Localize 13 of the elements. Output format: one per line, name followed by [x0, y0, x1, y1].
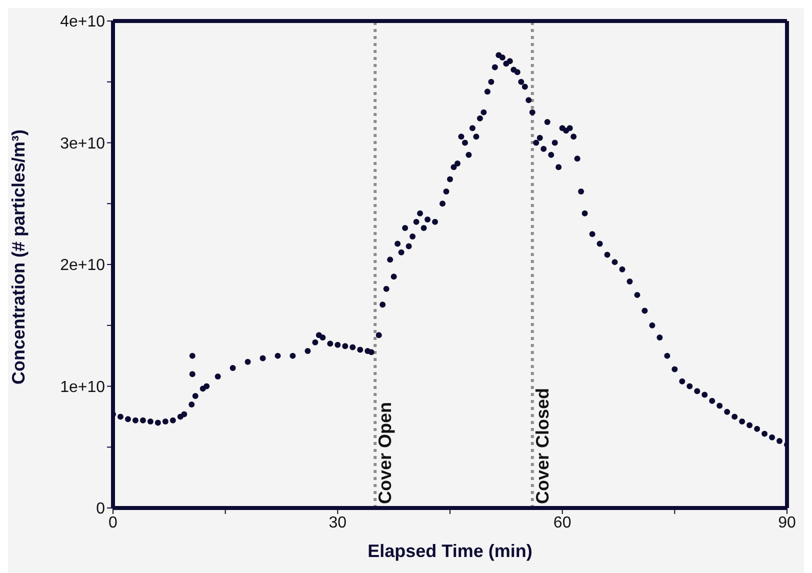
y-tick-label: 4e+10 [60, 14, 106, 31]
y-tick-label: 3e+10 [60, 135, 106, 152]
y-tick-label: 2e+10 [60, 257, 106, 274]
y-tick-label: 0 [96, 500, 106, 518]
ref-line-label: Cover Open [375, 402, 396, 504]
ref-line-label: Cover Closed [532, 388, 552, 504]
y-axis-title: Concentration (# particles/m³) [8, 129, 28, 384]
x-tick-label: 0 [108, 514, 118, 532]
x-tick-label: 90 [778, 514, 796, 532]
x-axis-title: Elapsed Time (min) [368, 541, 532, 561]
y-tick-label: 1e+10 [60, 378, 106, 396]
x-tick-label: 30 [328, 514, 347, 532]
x-tick-label: 60 [553, 514, 572, 532]
